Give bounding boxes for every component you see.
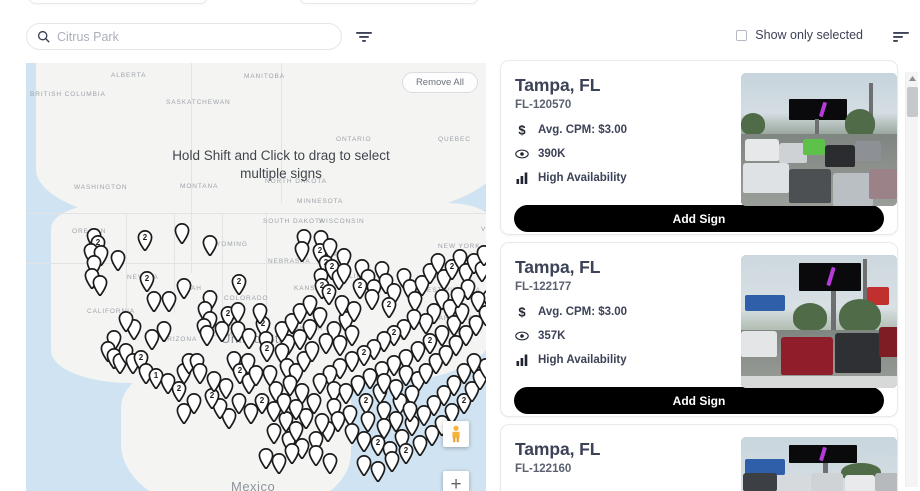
street-view-pegman-icon[interactable] (443, 421, 469, 447)
availability-value: High Availability (538, 172, 627, 184)
impressions-row: 390K (515, 147, 883, 161)
show-only-selected-checkbox[interactable] (736, 29, 748, 41)
map-border-line (26, 213, 486, 214)
sign-listings-panel[interactable]: Tampa, FL FL-120570 $ Avg. CPM: $3.00 390K Hi… (498, 60, 920, 491)
map-border-line (26, 263, 326, 264)
impressions-row: 357K (515, 329, 883, 343)
card-title: Tampa, FL (515, 257, 601, 277)
landmass-mexico (121, 363, 351, 491)
card-code: FL-120570 (515, 99, 572, 111)
sign-photo[interactable] (741, 437, 897, 491)
top-overflow-card-2 (299, 0, 479, 4)
availability-row: High Availability (515, 171, 883, 185)
sort-icon-button[interactable] (889, 26, 913, 50)
add-sign-button[interactable]: Add Sign (514, 387, 884, 414)
impressions-value: 357K (538, 330, 566, 342)
top-overflow-card-1 (28, 0, 208, 4)
cpm-row: $ Avg. CPM: $3.00 (515, 123, 883, 137)
landmass-east-coast (356, 233, 486, 363)
card-body: Tampa, FL FL-122177 $ Avg. CPM: $3.00 357K Hi… (501, 243, 897, 388)
map-border-line (266, 213, 267, 343)
bar-chart-icon (515, 171, 529, 185)
top-overflow-cards (0, 0, 920, 4)
filter-icon-button[interactable] (352, 26, 376, 50)
filter-icon (355, 30, 373, 47)
sign-listing-card[interactable]: Tampa, FL FL-122177 $ Avg. CPM: $3.00 357K Hi… (500, 242, 898, 417)
card-title: Tampa, FL (515, 75, 601, 95)
svg-text:$: $ (518, 305, 526, 319)
dollar-icon: $ (515, 123, 529, 137)
scroll-up-arrow-icon[interactable] (906, 72, 919, 85)
impressions-value: 390K (538, 148, 566, 160)
sign-listing-card[interactable]: Tampa, FL FL-120570 $ Avg. CPM: $3.00 390K Hi… (500, 60, 898, 235)
card-body: Tampa, FL FL-120570 $ Avg. CPM: $3.00 390K Hi… (501, 61, 897, 206)
map-border-line (126, 213, 127, 333)
add-sign-button[interactable]: Add Sign (514, 205, 884, 232)
cpm-value: Avg. CPM: $3.00 (538, 306, 628, 318)
card-code: FL-122177 (515, 281, 572, 293)
search-icon (37, 30, 50, 43)
eye-icon (515, 329, 529, 343)
map-zoom-in-button[interactable]: + (443, 471, 469, 491)
map-canvas[interactable]: BRITISH COLUMBIA ALBERTA SASKATCHEWAN MANIT… (26, 63, 486, 491)
eye-icon (515, 147, 529, 161)
search-box[interactable] (26, 23, 342, 50)
cpm-row: $ Avg. CPM: $3.00 (515, 305, 883, 319)
card-body: Tampa, FL FL-122160 (501, 425, 897, 491)
sign-photo[interactable] (741, 255, 897, 388)
availability-value: High Availability (538, 354, 627, 366)
dollar-icon: $ (515, 305, 529, 319)
map-border-line (191, 63, 192, 273)
show-only-selected-label: Show only selected (755, 28, 863, 42)
scrollbar-thumb[interactable] (907, 87, 918, 117)
sign-photo[interactable] (741, 73, 897, 206)
listings-scrollbar[interactable] (905, 72, 918, 487)
map-border-line (281, 63, 282, 203)
availability-row: High Availability (515, 353, 883, 367)
search-input[interactable] (57, 29, 331, 44)
map-border-line (222, 213, 223, 323)
svg-text:$: $ (518, 123, 526, 137)
toolbar: Show only selected (0, 22, 920, 58)
cpm-value: Avg. CPM: $3.00 (538, 124, 628, 136)
show-only-selected-toggle[interactable]: Show only selected (736, 28, 863, 42)
sort-icon (892, 30, 910, 47)
card-title: Tampa, FL (515, 439, 601, 459)
card-code: FL-122160 (515, 463, 572, 475)
remove-all-button[interactable]: Remove All (401, 72, 478, 93)
bar-chart-icon (515, 353, 529, 367)
